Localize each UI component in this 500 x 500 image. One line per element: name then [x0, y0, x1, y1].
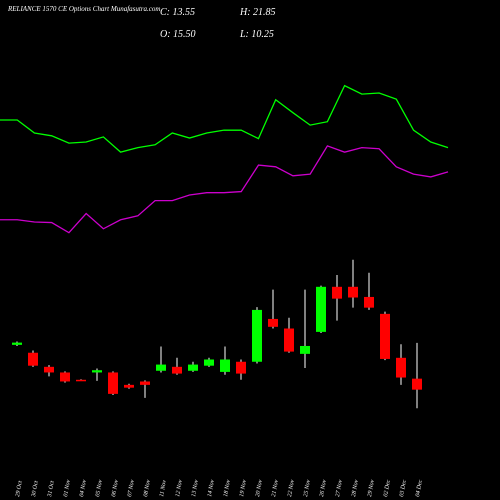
candle-body [44, 366, 54, 373]
x-tick-label: 04 Dec [414, 479, 424, 497]
candle-body [284, 328, 294, 352]
candle-body [124, 384, 134, 388]
candle-body [140, 381, 150, 385]
candle-body [60, 372, 70, 382]
close-info: C: 13.55 [160, 7, 195, 18]
low-info: L: 10.25 [239, 29, 274, 40]
candle-body [364, 296, 374, 308]
chart-title: RELIANCE 1570 CE Options Chart Munafasut… [7, 5, 160, 13]
x-tick-label: 28 Nov [351, 479, 360, 497]
x-tick-label: 18 Nov [223, 479, 232, 497]
candle-body [396, 357, 406, 378]
x-tick-label: 07 Nov [127, 479, 136, 497]
x-tick-label: 02 Dec [383, 479, 392, 497]
candle-body [188, 364, 198, 371]
x-tick-label: 03 Dec [399, 479, 408, 497]
candle-body [316, 286, 326, 332]
candle-body [156, 364, 166, 371]
x-tick-label: 22 Nov [287, 479, 296, 497]
x-tick-label: 26 Nov [319, 479, 328, 497]
x-tick-label: 29 Nov [367, 479, 376, 497]
candle-body [412, 378, 422, 390]
candle-body [268, 318, 278, 327]
candle-body [332, 286, 342, 299]
candle-body [236, 361, 246, 374]
x-tick-label: 05 Nov [95, 479, 104, 497]
candle-body [220, 359, 230, 372]
candle-body [380, 313, 390, 359]
candle-body [300, 345, 310, 354]
candle-body [28, 352, 38, 366]
indicator-line [0, 145, 449, 234]
x-tick-label: 31 Oct [47, 480, 56, 498]
candle-body [76, 379, 86, 382]
x-tick-label: 01 Nov [63, 479, 72, 497]
candle-body [92, 370, 102, 373]
candle-body [172, 366, 182, 374]
candle-body [12, 342, 22, 345]
x-tick-label: 11 Nov [159, 480, 168, 498]
x-tick-label: 27 Nov [335, 479, 344, 497]
open-info: O: 15.50 [160, 29, 196, 40]
candle-body [348, 286, 358, 298]
x-tick-label: 14 Nov [206, 479, 216, 497]
x-tick-label: 20 Nov [255, 479, 264, 497]
high-info: H: 21.85 [239, 7, 276, 18]
x-tick-label: 21 Nov [271, 479, 280, 497]
x-tick-label: 25 Nov [303, 479, 312, 497]
x-tick-label: 19 Nov [239, 479, 248, 497]
x-tick-label: 29 Oct [15, 480, 24, 497]
indicator-line [0, 84, 449, 153]
x-tick-label: 13 Nov [191, 479, 200, 497]
candle-body [252, 309, 262, 362]
x-tick-label: 12 Nov [175, 479, 184, 497]
x-tick-label: 08 Nov [143, 479, 152, 497]
candle-body [204, 359, 214, 366]
candle-body [108, 372, 118, 394]
x-tick-label: 04 Nov [78, 479, 88, 497]
x-tick-label: 30 Oct [31, 480, 40, 498]
x-tick-label: 06 Nov [111, 479, 120, 497]
